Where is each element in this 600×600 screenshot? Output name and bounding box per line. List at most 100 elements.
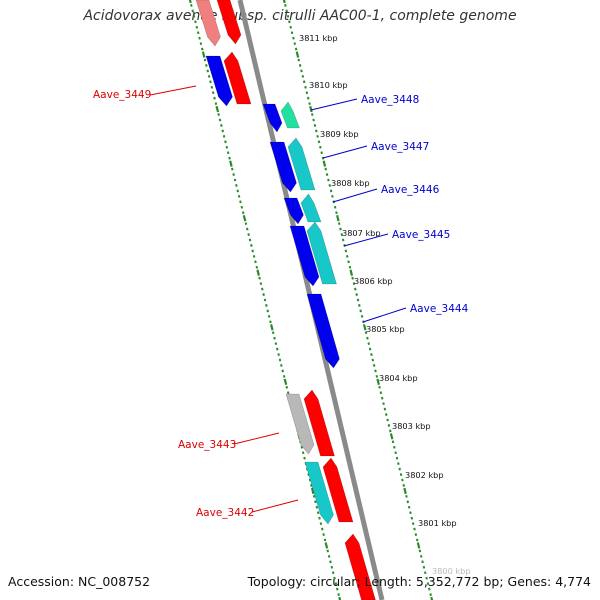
outer-tick <box>379 391 383 395</box>
inner-tick <box>327 554 331 558</box>
inner-tick <box>248 238 252 242</box>
gene-arrow <box>223 51 252 105</box>
outer-tick <box>367 342 371 346</box>
outer-tick <box>426 582 430 586</box>
outer-tick <box>415 538 419 542</box>
gene-arrow <box>322 457 354 523</box>
inner-tick <box>308 478 312 482</box>
outer-tick <box>348 265 352 269</box>
outer-tick <box>374 369 377 373</box>
inner-tick <box>213 96 216 100</box>
outer-tick <box>304 85 307 89</box>
outer-tick <box>428 587 431 591</box>
outer-tick <box>416 542 421 549</box>
gene-arrow <box>216 0 242 45</box>
outer-tick <box>397 462 400 466</box>
outer-tick <box>384 413 388 416</box>
outer-tick <box>308 102 311 106</box>
inner-tick <box>242 215 247 222</box>
outer-tick <box>315 129 318 133</box>
inner-tick <box>241 211 245 215</box>
outer-tick <box>309 105 313 113</box>
inner-tick <box>270 324 274 331</box>
accession-text: Accession: NC_008752 <box>8 574 151 589</box>
inner-tick <box>191 9 194 13</box>
genes <box>195 0 376 600</box>
outer-tick <box>355 293 358 296</box>
inner-tick <box>259 282 263 286</box>
scale-label: 3801 kbp <box>418 518 457 528</box>
scale-label: 3803 kbp <box>392 421 431 431</box>
inner-tick <box>318 516 321 520</box>
outer-tick <box>389 433 394 440</box>
gene-label: Aave_3447 <box>371 141 429 153</box>
inner-tick <box>312 494 316 498</box>
outer-tick <box>336 215 340 222</box>
inner-tick <box>330 565 334 569</box>
scale-label: 3800 kbp <box>432 566 471 576</box>
outer-tick <box>300 69 303 73</box>
scale-label: 3810 kbp <box>309 80 348 90</box>
inner-tick <box>269 320 272 324</box>
outer-tick <box>328 184 332 187</box>
inner-tick <box>274 342 278 346</box>
outer-tick <box>360 314 364 318</box>
gene-arrow <box>344 533 376 600</box>
inner-tick <box>300 445 304 449</box>
outer-tick <box>406 500 410 504</box>
outer-tick <box>289 25 292 29</box>
inner-tick <box>217 113 220 116</box>
inner-tick <box>233 178 237 182</box>
outer-tick <box>282 0 286 4</box>
inner-tick <box>188 0 192 4</box>
outer-tick <box>333 205 337 209</box>
outer-tick <box>393 445 396 449</box>
inner-tick <box>240 205 244 209</box>
inner-tick <box>256 269 260 276</box>
inner-tick <box>254 260 257 264</box>
inner-tick <box>224 140 227 144</box>
gene-arrow <box>287 137 316 191</box>
inner-tick <box>280 364 283 367</box>
outer-tick <box>429 593 432 596</box>
outer-tick <box>358 304 361 307</box>
gene-label: Aave_3446 <box>381 184 440 196</box>
outer-tick <box>405 494 408 498</box>
gene-label-leader <box>251 499 299 513</box>
outer-tick <box>424 571 427 575</box>
outer-tick <box>293 42 297 46</box>
outer-tick <box>401 478 404 482</box>
outer-tick <box>389 429 392 433</box>
gene-arrow <box>269 141 297 193</box>
outer-tick <box>402 484 406 487</box>
gene-arrow <box>304 461 334 525</box>
inner-tick <box>324 542 329 549</box>
outer-tick <box>411 522 415 526</box>
inner-tick <box>277 353 280 356</box>
gene-label-leader <box>233 432 280 445</box>
outer-tick <box>359 309 362 313</box>
inner-tick <box>232 173 235 176</box>
inner-tick <box>231 167 234 171</box>
gene-labels: Aave_3449 Aave_3448 Aave_3447 Aave_3446 Aave… <box>93 85 469 519</box>
outer-tick <box>327 178 330 182</box>
outer-tick <box>306 96 310 100</box>
inner-tick <box>262 293 265 296</box>
inner-tick <box>316 511 320 515</box>
inner-tick <box>303 456 306 460</box>
outer-tick <box>366 336 369 340</box>
inner-tick <box>207 74 211 78</box>
inner-tick <box>198 36 201 40</box>
inner-tick <box>265 304 268 307</box>
gene-arrow <box>283 197 304 225</box>
outer-tick <box>313 124 317 127</box>
inner-tick <box>218 118 222 122</box>
outer-tick <box>391 440 395 444</box>
inner-tick <box>315 505 319 509</box>
scale-label: 3809 kbp <box>320 129 359 139</box>
outer-tick <box>331 194 334 198</box>
inner-tick <box>192 14 196 18</box>
outer-tick <box>387 424 391 427</box>
inner-tick <box>255 265 259 269</box>
outer-tick <box>370 353 373 356</box>
